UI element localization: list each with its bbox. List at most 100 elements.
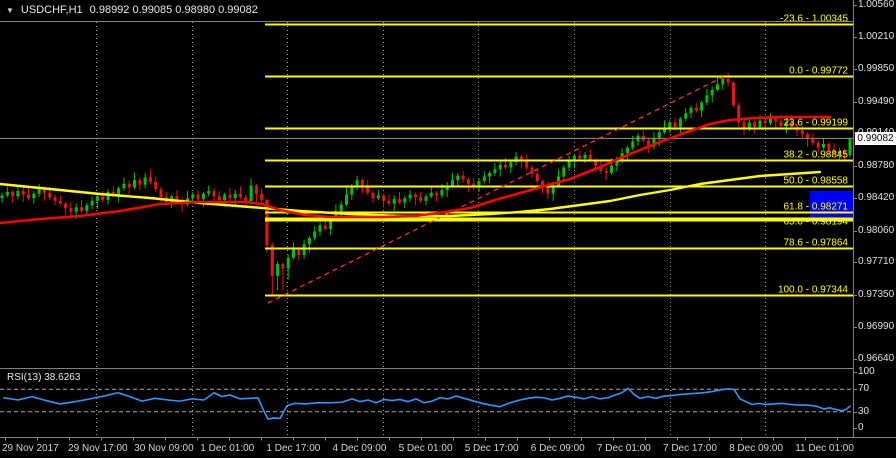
candle-body (371, 192, 375, 199)
candle-body (466, 179, 470, 184)
candle-body (689, 107, 693, 114)
candle-body (239, 193, 242, 198)
candle-body (456, 175, 460, 181)
candle-body (318, 225, 322, 232)
candle-body (133, 180, 136, 188)
candle-body (217, 196, 221, 201)
fib-level-label: 38.2 - 0.98845 (784, 150, 849, 161)
blue-rectangle-object (810, 191, 853, 220)
candle-body (652, 138, 656, 147)
candle-body (848, 138, 852, 155)
chart-ohlc-readout: 0.98992 0.99085 0.98980 0.99082 (89, 4, 258, 16)
rsi-line (3, 387, 851, 420)
candle-body (148, 177, 152, 182)
candle-body (350, 186, 354, 195)
candle-body (212, 190, 216, 197)
candle-body (827, 144, 831, 150)
candle-body (663, 127, 666, 133)
candle-body (207, 190, 211, 194)
candle-body (514, 156, 518, 163)
candle-body (424, 196, 428, 201)
candle-body (551, 185, 555, 194)
candle-body (832, 149, 836, 154)
candle-body (403, 198, 407, 203)
candle-body (413, 194, 417, 198)
candle-body (392, 199, 396, 204)
fib-level-label: 50.0 - 0.98558 (784, 176, 849, 187)
candle-body (307, 237, 311, 245)
fib-level-label: 100.0 - 0.97344 (778, 285, 848, 296)
candle-body (127, 183, 131, 188)
candle-body (265, 200, 269, 246)
candle-body (747, 122, 751, 130)
candle-body (429, 192, 433, 197)
candle-body (382, 195, 386, 201)
candle-body (74, 207, 78, 212)
candle-body (525, 160, 529, 168)
candle-body (106, 191, 110, 201)
candle-body (493, 169, 497, 173)
candle-body (175, 196, 179, 201)
candle-body (27, 194, 30, 199)
candle-body (631, 141, 635, 148)
chart-menu-icon[interactable]: ▼ (6, 5, 14, 15)
candle-body (774, 118, 778, 122)
candle-body (726, 79, 730, 83)
candle-body (408, 194, 412, 199)
candle-body (567, 160, 571, 168)
ma-red-line (0, 115, 832, 225)
candle-body (117, 188, 121, 196)
rsi-indicator-label: RSI(13) 38.6263 (7, 372, 81, 383)
candle-body (16, 190, 20, 197)
candle-body (811, 138, 815, 144)
candle-body (440, 190, 444, 196)
candle-body (721, 79, 725, 85)
time-axis[interactable] (0, 438, 896, 458)
candle-body (678, 118, 682, 127)
candle-body (716, 84, 719, 90)
candle-body (498, 164, 502, 170)
candle-body (705, 95, 709, 103)
candle-body (360, 180, 364, 186)
candle-body (11, 191, 15, 197)
candle-body (281, 264, 285, 269)
candle-body (519, 156, 523, 161)
candle-body (604, 171, 608, 173)
candle-body (657, 132, 661, 139)
candle-body (583, 154, 587, 159)
candle-body (90, 200, 94, 206)
candle-body (329, 218, 333, 229)
candle-body (21, 190, 25, 195)
candle-body (578, 155, 582, 159)
candle-body (509, 162, 513, 168)
candle-body (684, 113, 688, 119)
candle-body (85, 205, 89, 211)
candle-body (398, 199, 401, 203)
candle-body (700, 102, 704, 111)
candle-body (334, 210, 338, 219)
candle-body (647, 140, 651, 147)
candle-body (37, 188, 41, 194)
candle-body (769, 118, 772, 124)
candle-body (260, 193, 264, 201)
candle-body (32, 193, 36, 199)
candle-body (196, 194, 200, 200)
candle-body (843, 151, 847, 155)
candle-body (191, 194, 195, 199)
candle-body (546, 187, 550, 194)
candle-body (800, 130, 804, 135)
current-price-box: 0.99082 (855, 131, 896, 145)
candle-body (80, 207, 83, 211)
candle-body (822, 144, 825, 148)
candle-body (42, 188, 46, 193)
candle-body (731, 82, 735, 106)
candle-body (249, 185, 253, 201)
candle-body (541, 181, 545, 188)
price-axis[interactable] (854, 0, 896, 437)
candle-body (445, 185, 449, 191)
candle-body (588, 154, 592, 161)
candle-body (286, 257, 290, 269)
candle-body (154, 181, 158, 190)
candle-body (323, 225, 327, 229)
